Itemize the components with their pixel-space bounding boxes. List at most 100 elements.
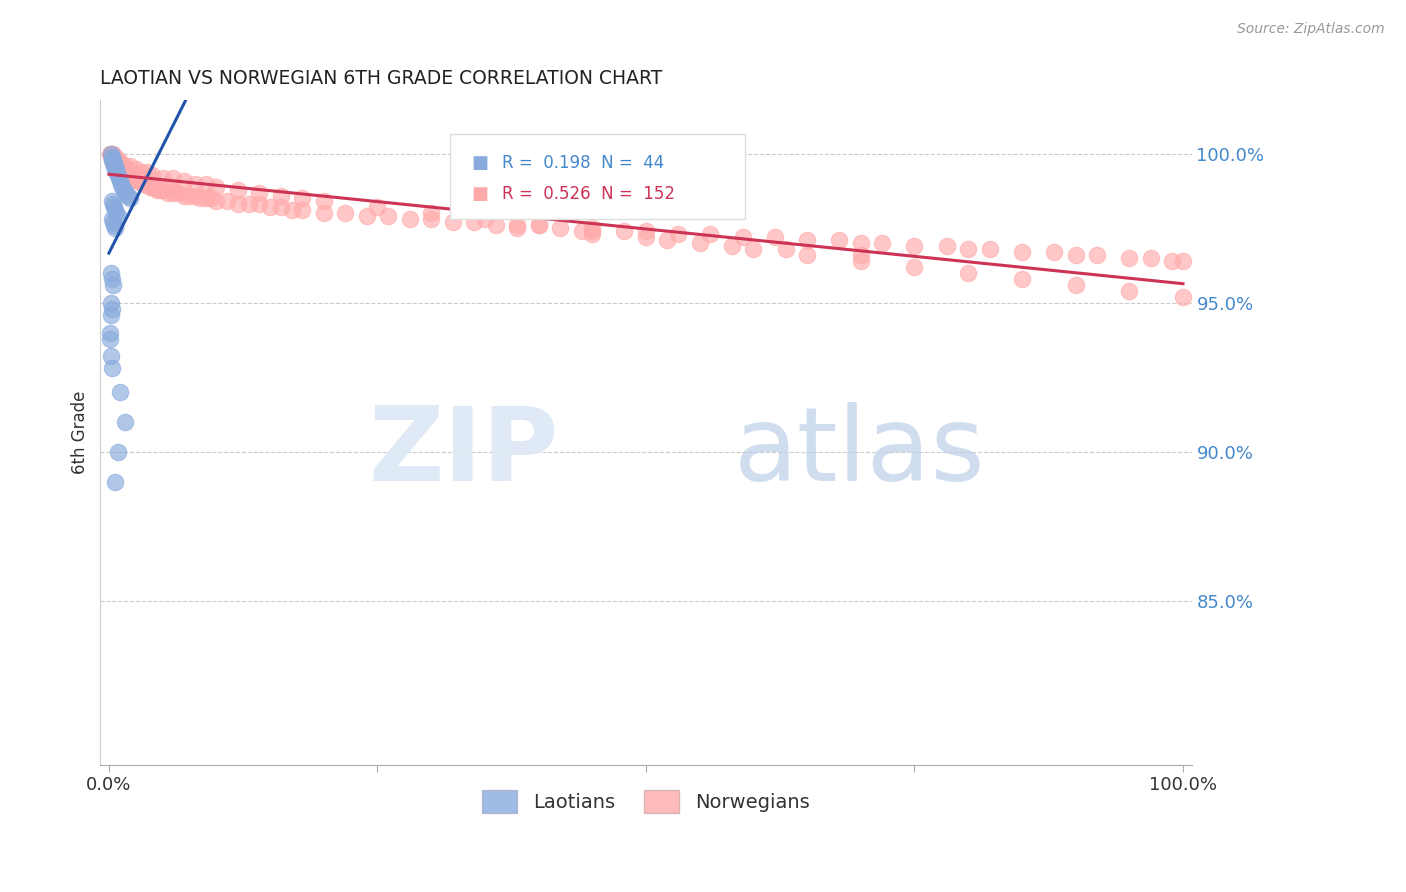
Point: [184, 188, 207, 202]
Point: [139, 179, 162, 194]
Point: [157, 186, 180, 200]
Point: [103, 215, 125, 229]
Point: [129, 173, 152, 187]
Point: [104, 150, 127, 164]
Point: [1043, 245, 1066, 260]
Point: [217, 194, 239, 209]
Point: [548, 221, 571, 235]
Point: [120, 164, 142, 178]
Point: [872, 236, 894, 251]
Point: [103, 155, 125, 169]
Point: [100, 146, 122, 161]
Point: [101, 301, 124, 316]
Point: [146, 183, 169, 197]
Text: atlas: atlas: [734, 401, 986, 503]
Text: ZIP: ZIP: [368, 401, 558, 503]
Point: [291, 192, 314, 206]
Point: [312, 206, 335, 220]
Point: [742, 242, 765, 256]
Point: [132, 177, 155, 191]
Point: [104, 221, 127, 235]
Point: [108, 173, 131, 187]
Point: [101, 146, 124, 161]
Point: [105, 161, 128, 176]
Point: [107, 155, 129, 169]
Point: [120, 192, 142, 206]
Point: [107, 444, 129, 458]
Point: [205, 194, 228, 209]
Point: [634, 224, 657, 238]
Point: [125, 161, 148, 176]
Point: [270, 188, 292, 202]
Point: [162, 183, 184, 197]
Point: [1011, 272, 1033, 286]
Point: [1171, 254, 1194, 268]
Point: [527, 219, 550, 233]
Point: [101, 272, 124, 286]
Point: [506, 221, 529, 235]
Point: [103, 146, 125, 161]
Point: [110, 177, 132, 191]
Point: [484, 219, 506, 233]
Point: [108, 155, 131, 169]
Point: [121, 168, 143, 182]
Point: [103, 153, 125, 167]
Point: [398, 212, 420, 227]
Point: [441, 215, 464, 229]
Point: [128, 173, 150, 187]
Point: [110, 155, 132, 169]
Point: [796, 233, 818, 247]
Point: [527, 219, 550, 233]
Point: [129, 164, 152, 178]
Point: [613, 224, 636, 238]
Point: [103, 277, 125, 292]
Point: [903, 239, 925, 253]
Point: [1064, 277, 1087, 292]
Point: [104, 161, 127, 176]
Point: [111, 179, 134, 194]
Point: [111, 161, 134, 176]
Point: [849, 236, 872, 251]
Point: [226, 197, 249, 211]
Point: [149, 183, 172, 197]
Point: [506, 219, 529, 233]
Point: [162, 186, 184, 200]
Point: [108, 385, 131, 400]
Point: [581, 227, 603, 242]
Point: [103, 159, 125, 173]
Point: [238, 197, 260, 211]
Point: [1118, 251, 1140, 265]
Point: [103, 155, 125, 169]
Point: [101, 150, 124, 164]
Point: [474, 212, 496, 227]
Point: [101, 150, 124, 164]
Point: [1118, 284, 1140, 298]
Point: [634, 230, 657, 244]
Point: [699, 227, 721, 242]
Point: [104, 203, 127, 218]
Point: [112, 183, 135, 197]
Point: [101, 212, 124, 227]
Point: [1171, 290, 1194, 304]
Point: [763, 230, 786, 244]
Point: [132, 173, 155, 187]
Point: [101, 153, 124, 167]
Point: [115, 186, 138, 200]
Point: [335, 206, 357, 220]
Point: [167, 186, 190, 200]
Point: [103, 153, 125, 167]
Point: [104, 153, 127, 167]
Point: [957, 266, 980, 280]
Point: [571, 224, 593, 238]
Text: R =  0.198  N =  44: R = 0.198 N = 44: [502, 154, 664, 172]
Point: [247, 186, 270, 200]
Point: [128, 170, 150, 185]
Point: [188, 192, 211, 206]
Text: ■: ■: [471, 154, 488, 172]
Point: [104, 475, 127, 489]
Point: [666, 227, 689, 242]
Point: [1139, 251, 1161, 265]
Point: [152, 183, 174, 197]
Point: [1064, 248, 1087, 262]
Point: [135, 164, 157, 178]
